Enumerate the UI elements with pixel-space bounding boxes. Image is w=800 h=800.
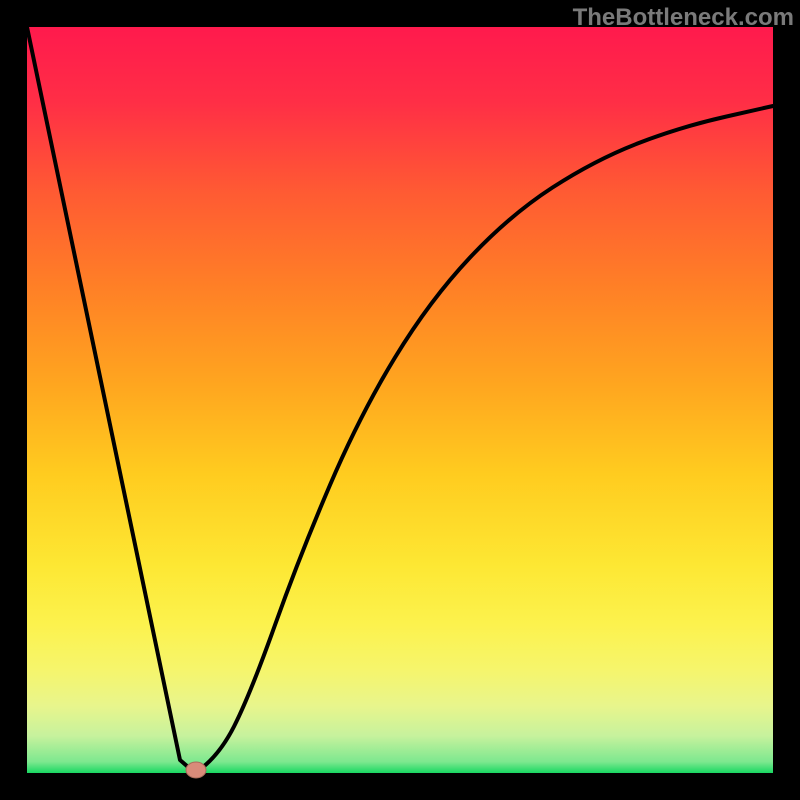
plot-background	[27, 27, 773, 773]
plot-svg	[0, 0, 800, 800]
plot-area	[0, 0, 800, 800]
chart-stage: TheBottleneck.com	[0, 0, 800, 800]
minimum-marker	[186, 762, 206, 778]
watermark-text: TheBottleneck.com	[573, 4, 794, 32]
